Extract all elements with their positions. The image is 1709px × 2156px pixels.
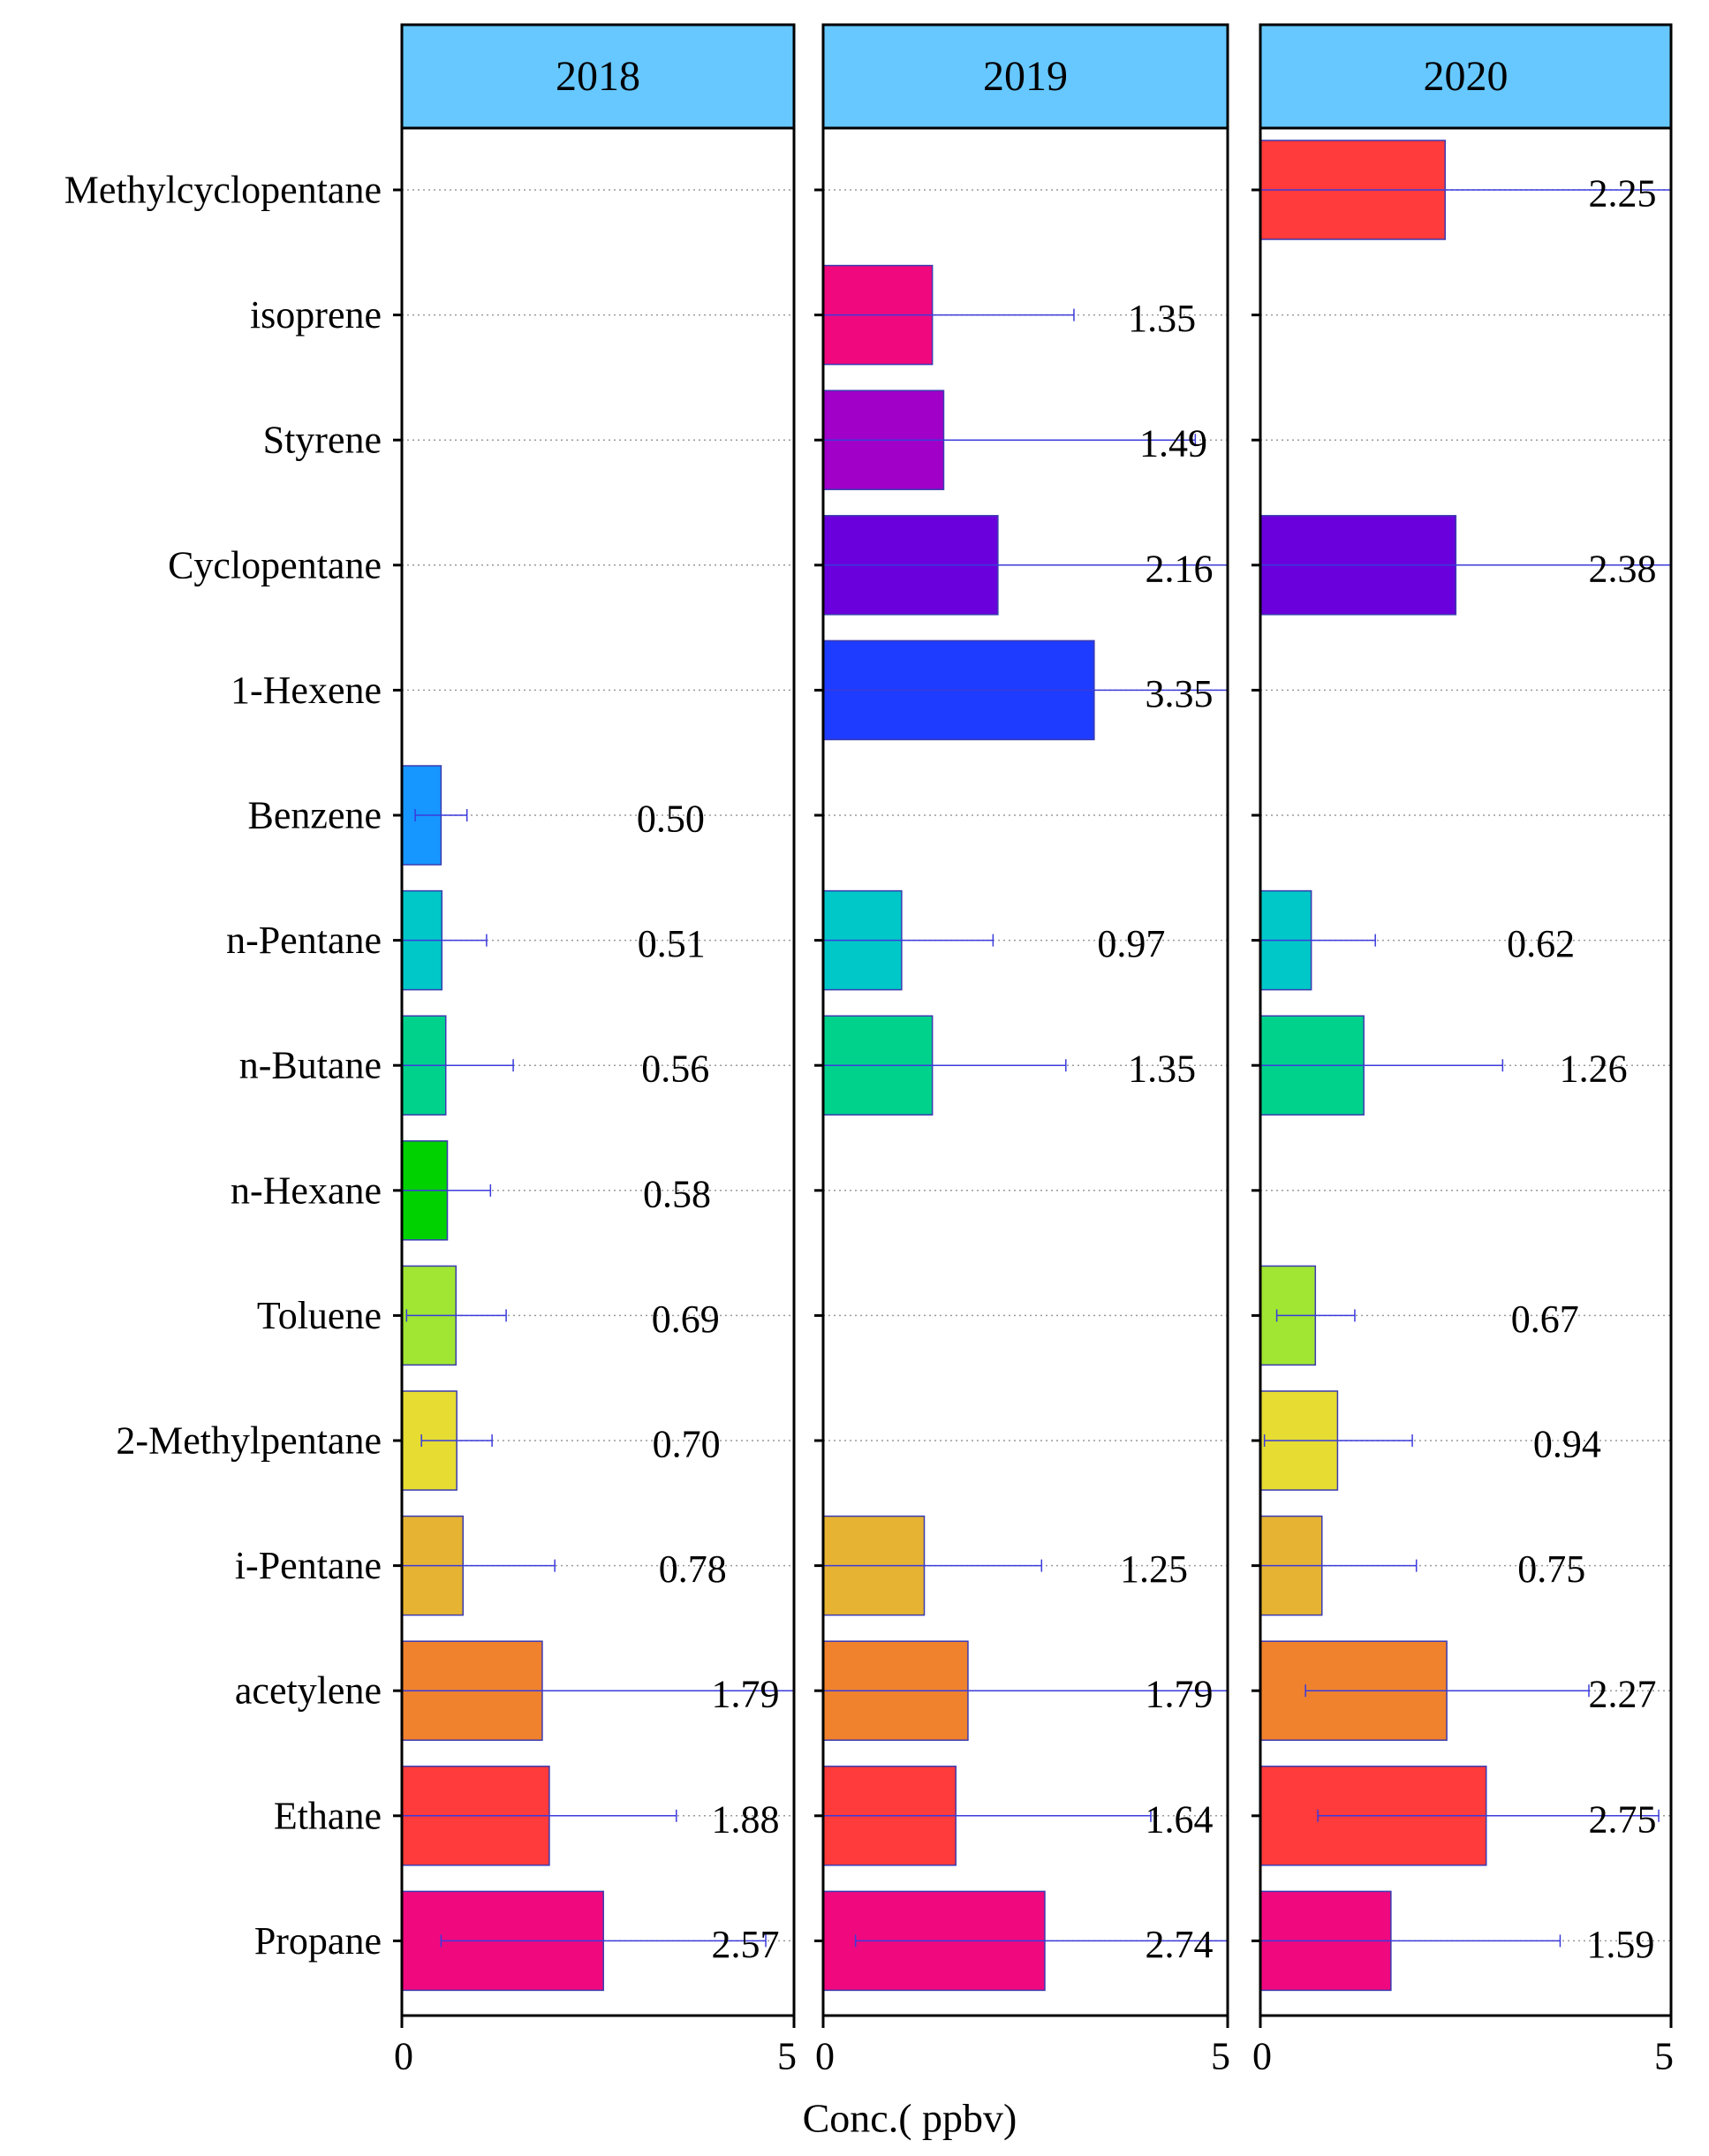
data-label: 1.79 xyxy=(1146,1673,1214,1716)
panel-title: 2020 xyxy=(1424,53,1509,100)
category-label: 2-Methylpentane xyxy=(116,1419,382,1463)
category-label: Toluene xyxy=(257,1294,382,1337)
x-tick-label: 0 xyxy=(394,2035,413,2078)
category-label: 1-Hexene xyxy=(231,669,382,712)
data-label: 1.26 xyxy=(1560,1048,1628,1091)
data-label: 0.51 xyxy=(638,922,706,965)
x-tick-label: 5 xyxy=(1211,2035,1230,2078)
category-label: isoprene xyxy=(250,293,382,337)
category-label: n-Pentane xyxy=(226,919,382,962)
x-tick-label: 0 xyxy=(1252,2035,1272,2078)
panel-title: 2019 xyxy=(983,53,1068,100)
data-label: 0.62 xyxy=(1507,922,1575,965)
x-tick-label: 5 xyxy=(777,2035,797,2078)
panel-header xyxy=(400,23,796,130)
panel-title: 2018 xyxy=(556,53,640,100)
data-label: 3.35 xyxy=(1146,672,1214,715)
data-label: 0.78 xyxy=(659,1547,727,1591)
data-label: 1.79 xyxy=(712,1673,780,1716)
data-label: 1.88 xyxy=(712,1797,780,1841)
data-label: 2.16 xyxy=(1146,547,1214,590)
data-label: 0.50 xyxy=(637,798,705,841)
data-label: 1.35 xyxy=(1128,1048,1196,1091)
category-label: n-Hexane xyxy=(231,1169,382,1212)
x-tick-label: 0 xyxy=(815,2035,835,2078)
category-label: Cyclopentane xyxy=(168,543,382,586)
category-label: i-Pentane xyxy=(235,1544,382,1587)
data-label: 0.94 xyxy=(1533,1423,1601,1466)
category-label: n-Butane xyxy=(239,1044,382,1087)
data-label: 1.25 xyxy=(1120,1547,1188,1591)
x-tick-label: 5 xyxy=(1654,2035,1674,2078)
panel-frame xyxy=(400,126,796,2017)
category-label: Benzene xyxy=(248,794,382,837)
data-label: 0.67 xyxy=(1511,1297,1579,1341)
panel-frame xyxy=(821,126,1229,2017)
data-label: 2.57 xyxy=(712,1923,780,1966)
data-label: 2.75 xyxy=(1589,1797,1657,1841)
data-label: 0.56 xyxy=(641,1048,709,1091)
category-label: Styrene xyxy=(263,419,382,462)
data-label: 0.70 xyxy=(653,1423,721,1466)
x-axis-label: Conc.( ppbv) xyxy=(803,2096,1017,2141)
data-label: 2.25 xyxy=(1589,172,1657,216)
data-label: 2.38 xyxy=(1589,547,1657,590)
category-label: Propane xyxy=(254,1919,382,1963)
data-label: 0.75 xyxy=(1517,1547,1585,1591)
panel-frame xyxy=(1259,126,1673,2017)
data-label: 0.58 xyxy=(643,1172,711,1215)
data-label: 0.69 xyxy=(652,1297,720,1341)
category-label: Ethane xyxy=(274,1794,382,1837)
data-label: 1.35 xyxy=(1128,297,1196,340)
data-label: 2.74 xyxy=(1146,1923,1214,1966)
data-label: 1.49 xyxy=(1139,422,1207,465)
data-label: 2.27 xyxy=(1589,1673,1657,1716)
data-label: 0.97 xyxy=(1097,922,1165,965)
data-label: 1.59 xyxy=(1586,1923,1654,1966)
data-label: 1.64 xyxy=(1146,1797,1214,1841)
panel-header xyxy=(1259,23,1673,130)
category-label: acetylene xyxy=(235,1669,382,1713)
category-label: Methylcyclopentane xyxy=(64,169,382,212)
